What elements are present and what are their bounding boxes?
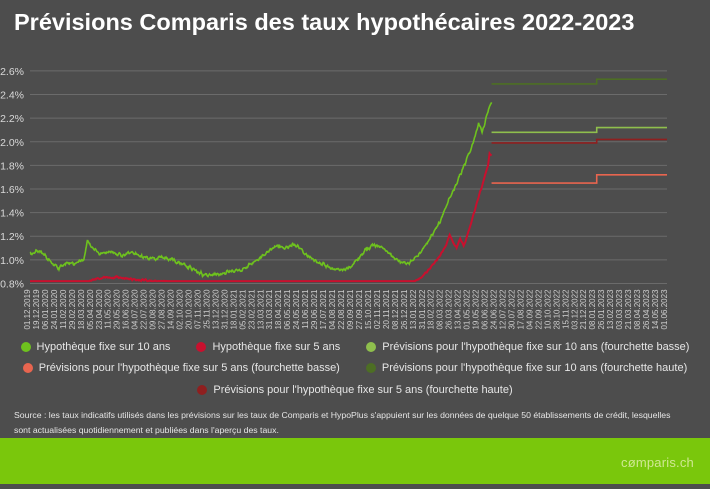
svg-text:03.12.2022: 03.12.2022 bbox=[570, 289, 579, 330]
svg-text:10.10.2022: 10.10.2022 bbox=[543, 289, 552, 330]
svg-text:09.08.2020: 09.08.2020 bbox=[149, 289, 158, 330]
svg-text:23.02.2021: 23.02.2021 bbox=[247, 289, 256, 330]
svg-text:02.11.2021: 02.11.2021 bbox=[373, 289, 382, 329]
svg-text:26.04.2023: 26.04.2023 bbox=[642, 289, 651, 330]
svg-text:17.08.2022: 17.08.2022 bbox=[516, 289, 525, 330]
svg-text:01.05.2022: 01.05.2022 bbox=[463, 289, 472, 330]
svg-text:01.12.2019: 01.12.2019 bbox=[23, 289, 32, 330]
svg-text:24.05.2021: 24.05.2021 bbox=[292, 289, 301, 330]
svg-text:1.2%: 1.2% bbox=[0, 231, 24, 243]
svg-text:13.02.2023: 13.02.2023 bbox=[606, 289, 615, 330]
svg-text:2.0%: 2.0% bbox=[0, 137, 24, 149]
svg-text:17.07.2021: 17.07.2021 bbox=[319, 289, 328, 330]
svg-text:04.07.2020: 04.07.2020 bbox=[131, 289, 140, 330]
svg-text:0.8%: 0.8% bbox=[0, 278, 24, 290]
svg-text:03.03.2023: 03.03.2023 bbox=[615, 289, 624, 330]
svg-text:26.03.2022: 26.03.2022 bbox=[445, 289, 454, 330]
svg-text:24.06.2022: 24.06.2022 bbox=[490, 289, 499, 330]
svg-text:1.6%: 1.6% bbox=[0, 184, 24, 196]
svg-text:2.2%: 2.2% bbox=[0, 113, 24, 125]
svg-text:04.08.2021: 04.08.2021 bbox=[328, 289, 337, 330]
svg-text:11.06.2021: 11.06.2021 bbox=[301, 289, 310, 329]
svg-text:31.03.2021: 31.03.2021 bbox=[265, 289, 274, 330]
svg-text:24.01.2020: 24.01.2020 bbox=[50, 289, 59, 330]
svg-text:11.02.2020: 11.02.2020 bbox=[59, 289, 68, 329]
svg-text:18.03.2020: 18.03.2020 bbox=[77, 289, 86, 330]
svg-text:08.03.2022: 08.03.2022 bbox=[436, 289, 445, 330]
svg-text:08.12.2021: 08.12.2021 bbox=[391, 289, 400, 330]
svg-text:21.12.2022: 21.12.2022 bbox=[579, 289, 588, 330]
svg-text:29.05.2020: 29.05.2020 bbox=[113, 289, 122, 330]
svg-text:29.06.2021: 29.06.2021 bbox=[310, 289, 319, 330]
svg-text:31.01.2022: 31.01.2022 bbox=[418, 289, 427, 330]
svg-text:06.01.2020: 06.01.2020 bbox=[41, 289, 50, 330]
svg-text:13.03.2021: 13.03.2021 bbox=[256, 289, 265, 330]
svg-text:31.12.2020: 31.12.2020 bbox=[220, 289, 229, 330]
svg-text:22.08.2021: 22.08.2021 bbox=[337, 289, 346, 330]
svg-text:18.01.2021: 18.01.2021 bbox=[229, 289, 238, 330]
svg-text:13.01.2022: 13.01.2022 bbox=[409, 289, 418, 330]
svg-text:01.06.2023: 01.06.2023 bbox=[660, 289, 669, 330]
svg-text:14.09.2020: 14.09.2020 bbox=[167, 289, 176, 330]
svg-text:04.09.2022: 04.09.2022 bbox=[525, 289, 534, 330]
svg-text:12.07.2022: 12.07.2022 bbox=[499, 289, 508, 330]
svg-text:13.12.2020: 13.12.2020 bbox=[211, 289, 220, 330]
svg-text:08.01.2023: 08.01.2023 bbox=[588, 289, 597, 330]
svg-text:06.06.2022: 06.06.2022 bbox=[481, 289, 490, 330]
svg-text:27.08.2020: 27.08.2020 bbox=[158, 289, 167, 330]
svg-text:16.06.2020: 16.06.2020 bbox=[122, 289, 131, 330]
svg-text:1.4%: 1.4% bbox=[0, 208, 24, 220]
svg-text:1.8%: 1.8% bbox=[0, 160, 24, 172]
svg-text:19.12.2019: 19.12.2019 bbox=[32, 289, 41, 330]
svg-text:08.04.2023: 08.04.2023 bbox=[633, 289, 642, 330]
svg-text:20.10.2020: 20.10.2020 bbox=[184, 289, 193, 330]
svg-text:2.4%: 2.4% bbox=[0, 90, 24, 102]
svg-text:20.11.2021: 20.11.2021 bbox=[382, 289, 391, 329]
svg-text:1.0%: 1.0% bbox=[0, 255, 24, 267]
svg-text:27.09.2021: 27.09.2021 bbox=[355, 289, 364, 330]
svg-text:18.04.2021: 18.04.2021 bbox=[274, 289, 283, 330]
svg-text:11.05.2020: 11.05.2020 bbox=[104, 289, 113, 329]
svg-text:06.05.2021: 06.05.2021 bbox=[283, 289, 292, 330]
svg-text:26.12.2021: 26.12.2021 bbox=[400, 289, 409, 330]
svg-text:05.02.2021: 05.02.2021 bbox=[238, 289, 247, 330]
svg-text:09.09.2021: 09.09.2021 bbox=[346, 289, 355, 330]
svg-text:22.09.2022: 22.09.2022 bbox=[534, 289, 543, 330]
svg-text:23.04.2020: 23.04.2020 bbox=[95, 289, 104, 330]
svg-text:02.10.2020: 02.10.2020 bbox=[176, 289, 185, 330]
svg-text:28.10.2022: 28.10.2022 bbox=[552, 289, 561, 330]
svg-text:13.04.2022: 13.04.2022 bbox=[454, 289, 463, 330]
svg-text:21.03.2023: 21.03.2023 bbox=[624, 289, 633, 330]
svg-text:19.05.2022: 19.05.2022 bbox=[472, 289, 481, 330]
svg-text:2.6%: 2.6% bbox=[0, 66, 24, 78]
svg-text:25.11.2020: 25.11.2020 bbox=[202, 289, 211, 329]
svg-text:26.01.2023: 26.01.2023 bbox=[597, 289, 606, 330]
svg-text:15.11.2022: 15.11.2022 bbox=[561, 289, 570, 329]
svg-text:18.02.2022: 18.02.2022 bbox=[427, 289, 436, 330]
svg-text:22.07.2020: 22.07.2020 bbox=[140, 289, 149, 330]
svg-text:05.04.2020: 05.04.2020 bbox=[86, 289, 95, 330]
svg-text:15.10.2021: 15.10.2021 bbox=[364, 289, 373, 330]
svg-text:30.07.2022: 30.07.2022 bbox=[507, 289, 516, 330]
svg-text:29.02.2020: 29.02.2020 bbox=[68, 289, 77, 330]
svg-text:14.05.2023: 14.05.2023 bbox=[651, 289, 660, 330]
svg-text:07.11.2020: 07.11.2020 bbox=[193, 289, 202, 329]
